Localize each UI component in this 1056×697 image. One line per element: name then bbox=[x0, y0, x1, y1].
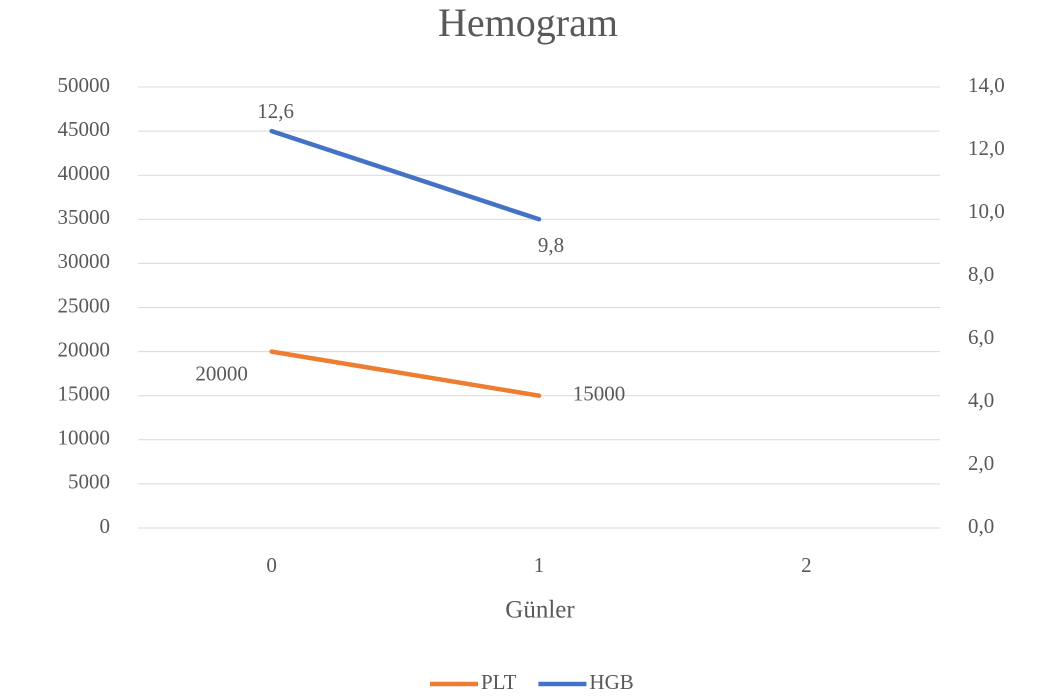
y-tick-label: 0 bbox=[100, 514, 111, 538]
data-label: 12,6 bbox=[257, 99, 294, 123]
y2-tick-label: 6,0 bbox=[968, 325, 994, 349]
x-axis-title: Günler bbox=[505, 597, 575, 624]
data-label: 15000 bbox=[573, 382, 626, 406]
y2-tick-label: 14,0 bbox=[968, 73, 1005, 97]
legend-label: HGB bbox=[589, 670, 633, 694]
y-tick-label: 40000 bbox=[58, 161, 111, 185]
y-tick-label: 30000 bbox=[58, 249, 111, 273]
data-label: 20000 bbox=[195, 361, 248, 385]
series-line bbox=[269, 349, 542, 398]
y2-tick-label: 12,0 bbox=[968, 136, 1005, 160]
data-label: 9,8 bbox=[538, 233, 564, 257]
y2-tick-label: 10,0 bbox=[968, 199, 1005, 223]
y2-tick-label: 0,0 bbox=[968, 514, 994, 538]
y-tick-label: 50000 bbox=[58, 73, 111, 97]
chart-title: Hemogram bbox=[438, 0, 618, 45]
y2-tick-label: 2,0 bbox=[968, 451, 994, 475]
y-tick-label: 10000 bbox=[58, 426, 111, 450]
y-tick-label: 35000 bbox=[58, 205, 111, 229]
y-tick-label: 45000 bbox=[58, 117, 111, 141]
series-line bbox=[269, 128, 542, 222]
y-tick-label: 20000 bbox=[58, 337, 111, 361]
y-tick-label: 25000 bbox=[58, 293, 111, 317]
y-tick-label: 5000 bbox=[68, 470, 110, 494]
x-tick-label: 0 bbox=[266, 553, 277, 577]
x-tick-label: 2 bbox=[801, 553, 812, 577]
y2-tick-label: 8,0 bbox=[968, 262, 994, 286]
legend-label: PLT bbox=[481, 670, 517, 694]
y-tick-label: 15000 bbox=[58, 382, 111, 406]
y2-tick-label: 4,0 bbox=[968, 388, 994, 412]
x-tick-label: 1 bbox=[534, 553, 545, 577]
